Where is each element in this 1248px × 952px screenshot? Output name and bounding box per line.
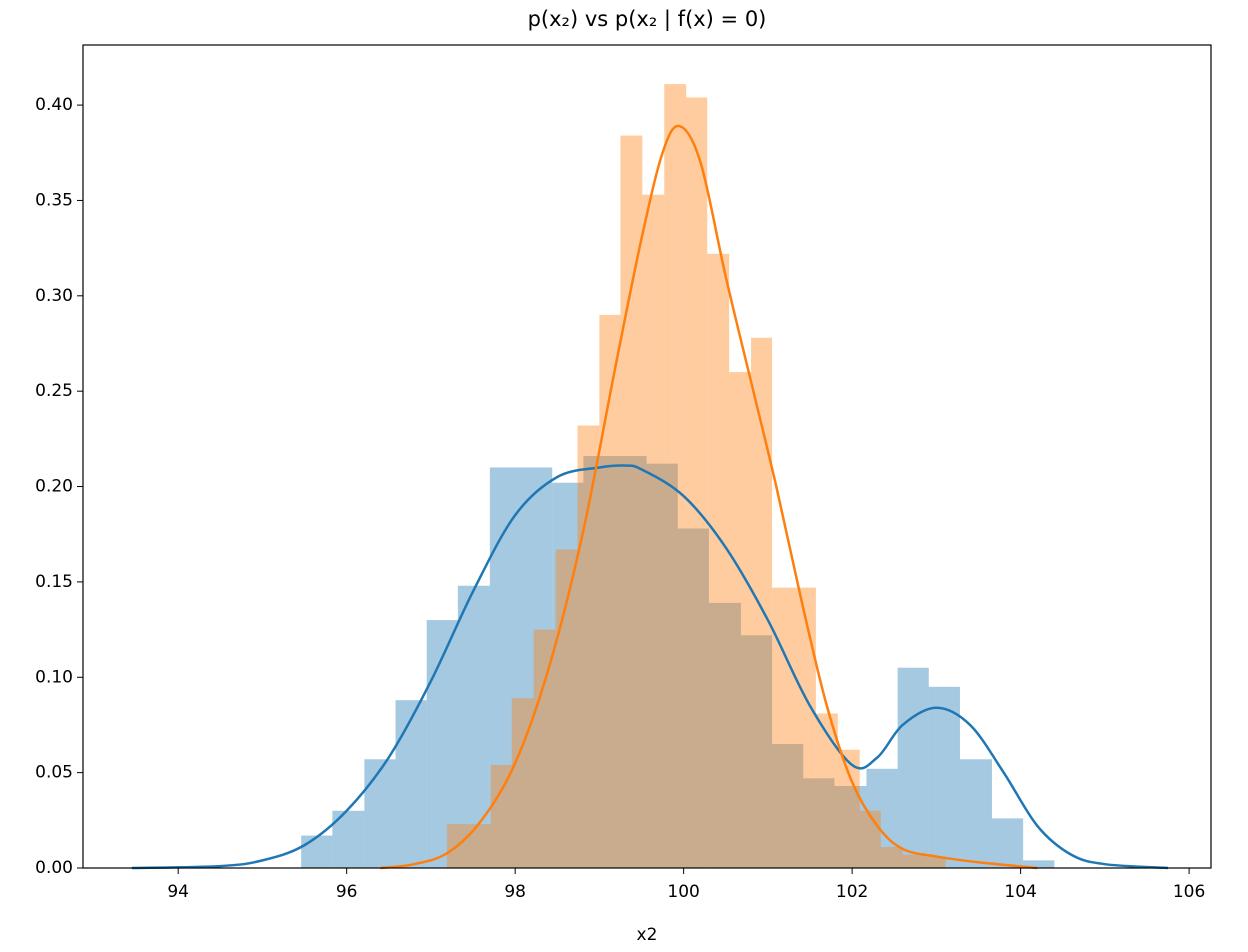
y-tick-label: 0.05	[35, 763, 73, 783]
histogram-bar	[859, 810, 881, 868]
y-tick-label: 0.20	[35, 477, 73, 497]
histogram-bar	[707, 253, 730, 868]
histogram-bar	[729, 372, 752, 868]
histogram-bar	[803, 778, 835, 868]
histogram-bar	[677, 528, 709, 868]
x-tick-label: 94	[167, 882, 189, 902]
x-axis-label: x2	[637, 925, 658, 945]
histogram-bar	[794, 587, 816, 868]
histogram-bar	[991, 818, 1024, 868]
histogram-bar	[511, 698, 534, 868]
y-tick-label: 0.15	[35, 572, 73, 592]
histogram-bar	[664, 84, 687, 868]
x-tick-label: 98	[504, 882, 526, 902]
histogram-bar	[301, 835, 333, 868]
y-tick-label: 0.30	[35, 286, 73, 306]
x-tick-label: 100	[667, 882, 699, 902]
y-tick-label: 0.00	[35, 858, 73, 878]
histogram-bar	[457, 585, 490, 868]
chart-title: p(x₂) vs p(x₂ | f(x) = 0)	[528, 7, 767, 32]
y-tick-label: 0.10	[35, 667, 73, 687]
histogram-bar	[815, 713, 838, 868]
histogram-bar	[552, 482, 584, 868]
plot-frame	[82, 44, 1212, 869]
histogram-bar	[533, 629, 556, 868]
histogram-bar	[708, 602, 741, 868]
histogram-bar	[897, 667, 929, 868]
histogram-bar	[740, 635, 773, 868]
histogram-bar	[490, 765, 512, 868]
histogram-bar	[928, 686, 960, 868]
y-tick-label: 0.35	[35, 190, 73, 210]
histogram-bar	[615, 456, 647, 868]
histogram-bar	[555, 549, 578, 868]
y-tick-label: 0.40	[35, 95, 73, 115]
histogram-bar	[646, 463, 678, 868]
histogram-bar	[583, 456, 616, 868]
histogram-bar	[880, 847, 903, 868]
histogram-bar	[468, 824, 491, 868]
histogram-bar	[837, 749, 860, 868]
kde-line	[131, 464, 1169, 870]
histogram-bar	[686, 97, 708, 869]
histogram-bar	[426, 620, 458, 868]
histogram-bar	[902, 854, 925, 868]
histogram-bar	[751, 337, 773, 868]
histogram-bar	[577, 425, 600, 868]
histogram-bar	[395, 700, 427, 868]
histogram-bar	[364, 759, 396, 868]
histogram-bar	[599, 314, 621, 869]
histogram-bar	[959, 759, 992, 868]
kde-line	[380, 124, 1038, 870]
x-tick-label: 104	[1004, 882, 1036, 902]
histogram-bar	[642, 194, 665, 869]
x-tick-label: 106	[1173, 882, 1205, 902]
histogram-bar	[772, 744, 804, 868]
histogram-bar	[1023, 860, 1055, 868]
histogram-bar	[924, 856, 946, 868]
x-tick-label: 96	[336, 882, 358, 902]
y-tick-label: 0.25	[35, 381, 73, 401]
x-tick-label: 102	[836, 882, 868, 902]
histogram-bar	[772, 587, 795, 868]
histogram-bar	[521, 467, 553, 868]
